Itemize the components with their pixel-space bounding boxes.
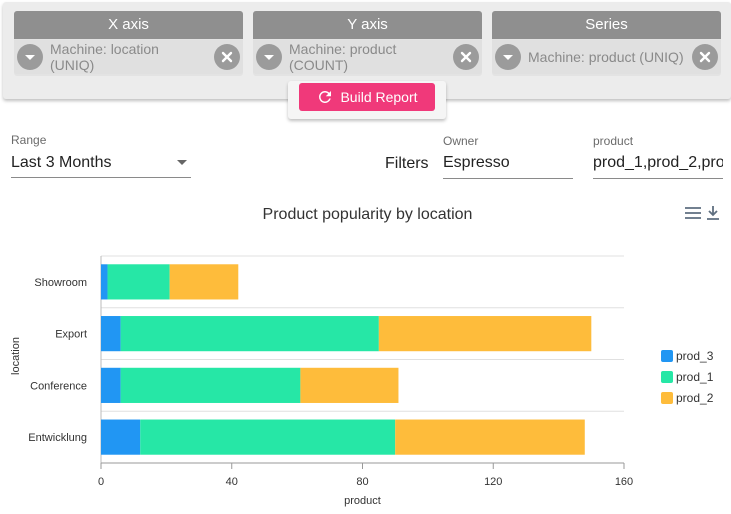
bar-prod_2 [169, 264, 239, 300]
x-axis-value: Machine: location (UNIQ) [50, 41, 159, 73]
legend-swatch [661, 370, 673, 383]
legend-label: prod_1 [676, 369, 714, 384]
menu-icon[interactable] [685, 206, 701, 225]
bar-prod_2 [300, 367, 399, 403]
owner-value: Espresso [443, 154, 510, 171]
bar-prod_1 [120, 316, 379, 352]
y-tick-label: Showroom [34, 277, 87, 289]
build-report-label: Build Report [340, 89, 418, 105]
y-axis-selector: Y axis Machine: product (COUNT) [253, 11, 482, 76]
y-axis-title: location [10, 337, 22, 375]
x-axis-header: X axis [14, 11, 243, 39]
x-tick-label: 160 [615, 476, 633, 488]
build-report-button[interactable]: Build Report [299, 83, 435, 111]
y-tick-label: Export [55, 329, 87, 341]
report-builder-panel: X axis Machine: location (UNIQ) Y axis M… [3, 2, 731, 99]
bar-prod_2 [378, 316, 592, 352]
clear-icon[interactable] [453, 44, 479, 70]
chart-plot: 0 40 80 120 160 Showroom Export Conference Entwi… [10, 255, 633, 507]
legend-item[interactable]: prod_2 [661, 387, 713, 408]
legend-item[interactable]: prod_1 [661, 366, 713, 387]
owner-field[interactable]: Espresso [443, 150, 573, 179]
chevron-down-icon[interactable] [17, 44, 43, 70]
legend-item[interactable]: prod_3 [661, 345, 713, 366]
clear-icon[interactable] [214, 44, 240, 70]
series-value: Machine: product (UNIQ) [528, 49, 684, 65]
filters-label: Filters [385, 155, 429, 172]
product-label: product [593, 134, 634, 148]
legend-label: prod_2 [676, 390, 714, 405]
legend-swatch [661, 391, 673, 404]
build-report-container: Build Report [288, 81, 446, 119]
chart-legend: prod_3 prod_1 prod_2 [661, 345, 713, 408]
refresh-icon [319, 90, 332, 103]
y-tick-label: Entwicklung [28, 432, 87, 444]
y-axis-chip[interactable]: Machine: product (COUNT) [253, 40, 482, 74]
x-axis-title: product [344, 495, 381, 507]
bar-prod_3 [101, 419, 141, 455]
chevron-down-icon [177, 160, 187, 165]
x-tick-label: 80 [356, 476, 368, 488]
range-select[interactable]: Last 3 Months [11, 150, 191, 178]
product-value: prod_1,prod_2,prod_3 [593, 154, 723, 171]
series-header: Series [492, 11, 721, 39]
bar-prod_1 [120, 367, 301, 403]
bar-prod_3 [101, 316, 121, 352]
x-axis-chip[interactable]: Machine: location (UNIQ) [14, 40, 243, 74]
y-tick-label: Conference [30, 380, 87, 392]
y-axis-value: Machine: product (COUNT) [289, 41, 397, 73]
bar-prod_3 [101, 264, 108, 300]
bar-prod_1 [107, 264, 170, 300]
chevron-down-icon[interactable] [495, 44, 521, 70]
legend-swatch [661, 349, 673, 362]
series-selector: Series Machine: product (UNIQ) [492, 11, 721, 76]
x-axis-selector: X axis Machine: location (UNIQ) [14, 11, 243, 76]
bar-prod_2 [395, 419, 585, 455]
bar-prod_1 [140, 419, 396, 455]
series-chip[interactable]: Machine: product (UNIQ) [492, 40, 721, 74]
owner-underline [443, 178, 573, 179]
x-tick-label: 40 [226, 476, 238, 488]
bar-prod_3 [101, 367, 121, 403]
y-axis-header: Y axis [253, 11, 482, 39]
range-value: Last 3 Months [11, 154, 112, 171]
x-tick-label: 120 [484, 476, 502, 488]
owner-label: Owner [443, 134, 479, 148]
x-tick-label: 0 [98, 476, 104, 488]
clear-icon[interactable] [692, 44, 718, 70]
chart-title: Product popularity by location [262, 206, 473, 223]
download-icon[interactable] [706, 205, 720, 226]
legend-label: prod_3 [676, 348, 714, 363]
product-underline [593, 178, 723, 179]
product-field[interactable]: prod_1,prod_2,prod_3 [593, 150, 723, 179]
chevron-down-icon[interactable] [256, 44, 282, 70]
range-label: Range [11, 133, 47, 147]
range-underline [11, 177, 191, 178]
